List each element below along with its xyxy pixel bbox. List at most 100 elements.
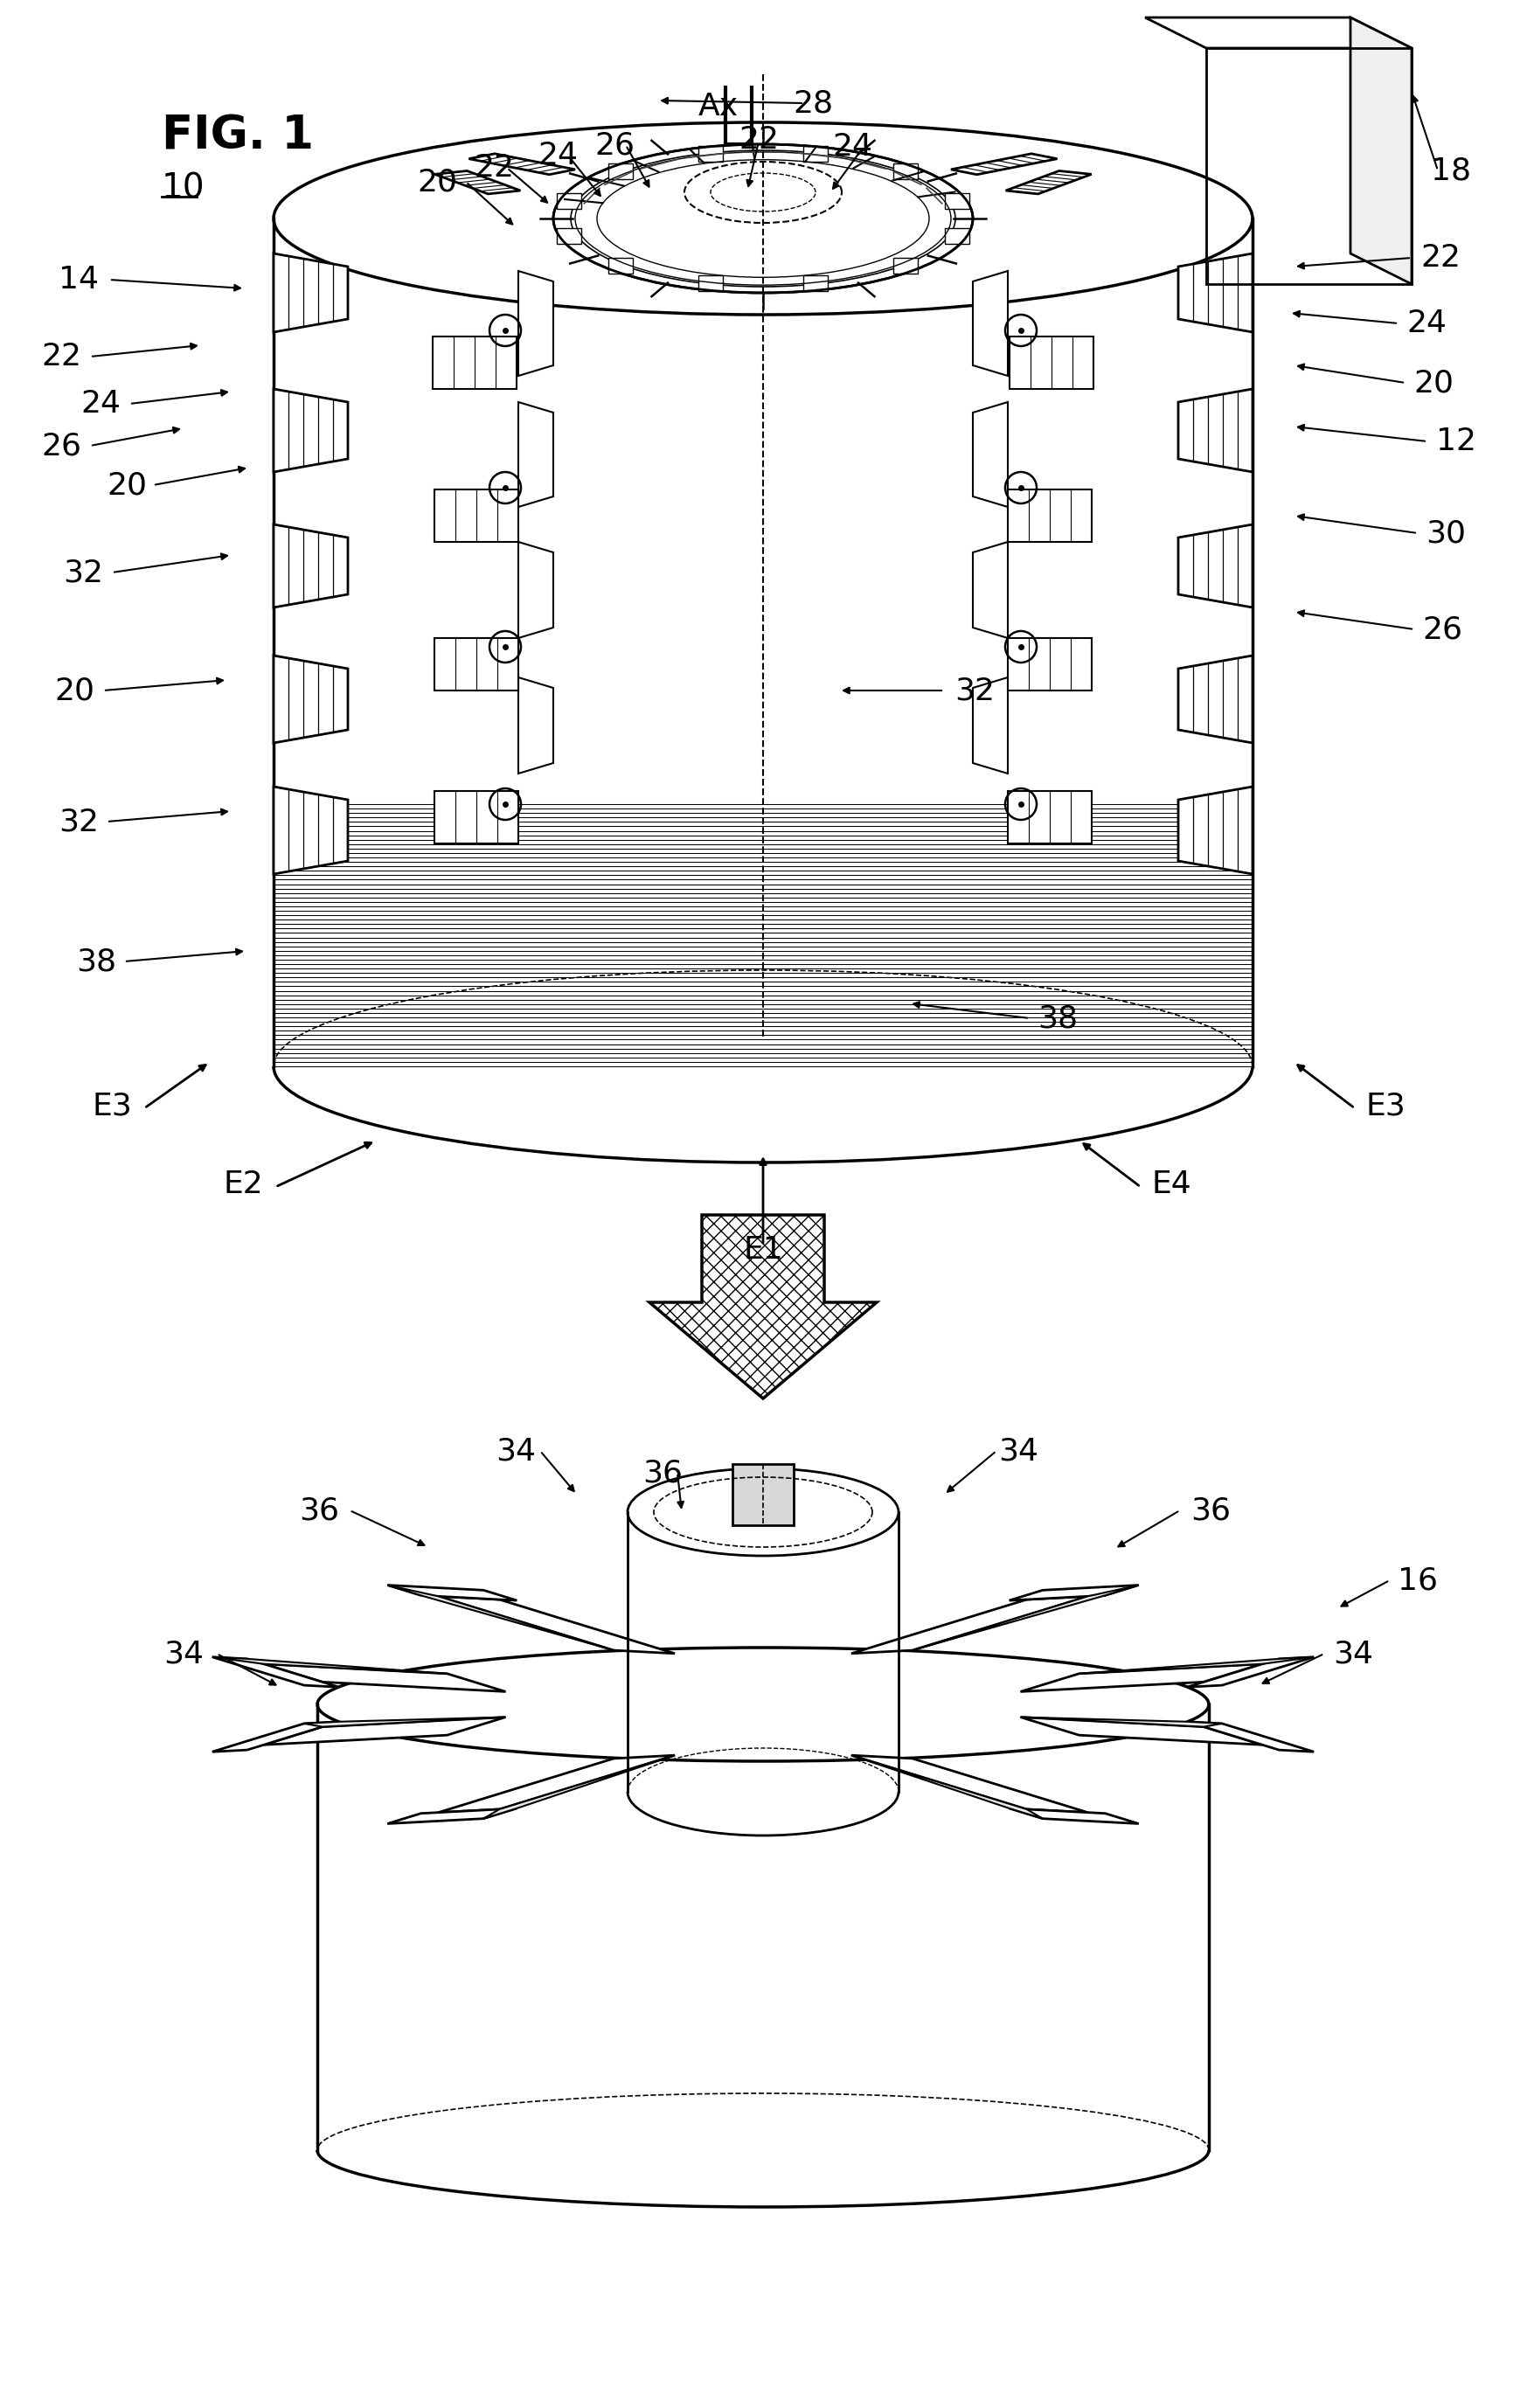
Text: E3: E3 [1365, 1091, 1405, 1120]
Polygon shape [557, 229, 582, 243]
Polygon shape [518, 272, 553, 376]
Polygon shape [803, 275, 828, 291]
Polygon shape [1009, 1584, 1139, 1601]
Text: 32: 32 [63, 559, 104, 588]
Polygon shape [484, 1755, 675, 1818]
Text: 26: 26 [594, 130, 635, 159]
Polygon shape [1020, 1717, 1222, 1727]
Text: 24: 24 [832, 132, 872, 161]
Text: 36: 36 [643, 1457, 683, 1488]
Polygon shape [893, 258, 918, 275]
Text: FIG. 1: FIG. 1 [162, 113, 313, 159]
Polygon shape [1179, 525, 1252, 607]
Polygon shape [518, 402, 553, 508]
Text: 30: 30 [1426, 518, 1466, 549]
Polygon shape [945, 193, 970, 209]
Text: E2: E2 [223, 1170, 263, 1199]
Polygon shape [432, 337, 516, 390]
Text: 36: 36 [299, 1495, 339, 1524]
Polygon shape [273, 525, 348, 607]
Polygon shape [212, 1657, 339, 1688]
Text: 22: 22 [473, 154, 515, 183]
Polygon shape [973, 542, 1008, 638]
Polygon shape [951, 154, 1057, 173]
Text: 22: 22 [739, 125, 779, 154]
Polygon shape [1008, 638, 1092, 691]
Polygon shape [434, 638, 518, 691]
Polygon shape [851, 1755, 1043, 1818]
Text: E3: E3 [92, 1091, 131, 1120]
Text: 24: 24 [1406, 308, 1446, 337]
Polygon shape [438, 1755, 675, 1813]
Text: 24: 24 [81, 390, 121, 419]
Text: 38: 38 [1037, 1004, 1078, 1033]
Text: 34: 34 [496, 1435, 536, 1466]
Polygon shape [1080, 1657, 1313, 1674]
Polygon shape [212, 1722, 339, 1751]
Text: 34: 34 [1333, 1640, 1373, 1669]
Polygon shape [1020, 1664, 1263, 1693]
Polygon shape [388, 1584, 516, 1601]
Polygon shape [304, 1717, 505, 1727]
Polygon shape [438, 1597, 675, 1654]
Polygon shape [945, 229, 970, 243]
Polygon shape [1179, 253, 1252, 332]
Polygon shape [609, 164, 634, 178]
Text: 20: 20 [53, 677, 95, 706]
Polygon shape [912, 1584, 1139, 1649]
Polygon shape [434, 489, 518, 542]
Polygon shape [212, 1657, 447, 1674]
Polygon shape [518, 542, 553, 638]
Text: 14: 14 [58, 265, 99, 294]
Polygon shape [609, 258, 634, 275]
Polygon shape [434, 790, 518, 843]
Polygon shape [699, 275, 724, 291]
Polygon shape [435, 171, 521, 195]
Text: E1: E1 [744, 1235, 783, 1264]
Polygon shape [893, 164, 918, 178]
Polygon shape [469, 154, 576, 173]
Polygon shape [1006, 171, 1092, 195]
Polygon shape [1186, 1722, 1313, 1751]
Text: Ax: Ax [698, 92, 739, 120]
Polygon shape [649, 1216, 876, 1399]
Text: 34: 34 [999, 1435, 1038, 1466]
Polygon shape [973, 402, 1008, 508]
Polygon shape [1179, 787, 1252, 874]
Text: 32: 32 [58, 807, 99, 836]
Text: 32: 32 [954, 677, 994, 706]
Polygon shape [1008, 489, 1092, 542]
Polygon shape [273, 655, 348, 744]
Polygon shape [1179, 655, 1252, 744]
Text: 34: 34 [163, 1640, 203, 1669]
Text: E4: E4 [1151, 1170, 1191, 1199]
Bar [1206, 48, 1411, 284]
Polygon shape [1179, 390, 1252, 472]
Polygon shape [388, 1584, 614, 1649]
Polygon shape [518, 677, 553, 773]
Polygon shape [973, 272, 1008, 376]
Polygon shape [557, 193, 582, 209]
Text: 36: 36 [1191, 1495, 1231, 1524]
Polygon shape [1186, 1657, 1313, 1688]
Polygon shape [1020, 1717, 1263, 1746]
Text: 20: 20 [107, 470, 147, 501]
Polygon shape [699, 147, 724, 161]
Text: 16: 16 [1397, 1565, 1438, 1594]
Polygon shape [273, 390, 348, 472]
Text: 10: 10 [162, 171, 205, 205]
Text: 22: 22 [1420, 243, 1460, 272]
Polygon shape [973, 677, 1008, 773]
Polygon shape [1009, 1808, 1139, 1823]
Text: 12: 12 [1435, 426, 1477, 455]
Text: 28: 28 [793, 89, 834, 118]
Text: 26: 26 [41, 431, 81, 460]
Text: 18: 18 [1431, 157, 1471, 185]
Polygon shape [264, 1717, 505, 1746]
Text: 26: 26 [1422, 614, 1463, 645]
Polygon shape [851, 1597, 1087, 1654]
Polygon shape [273, 787, 348, 874]
Polygon shape [273, 253, 348, 332]
Polygon shape [1145, 17, 1411, 48]
Text: 22: 22 [41, 342, 81, 371]
